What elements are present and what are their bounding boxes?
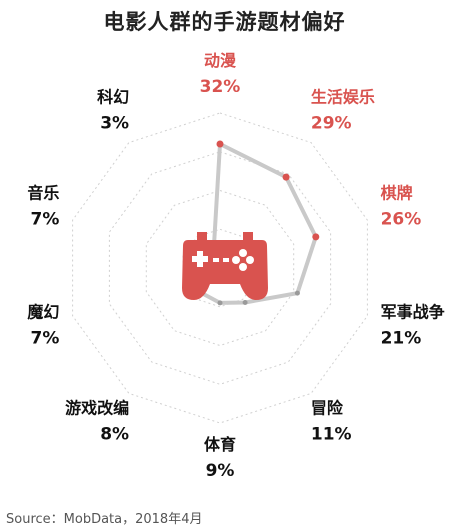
radar-labels: 动漫 32% 生活娱乐 29% 棋牌 26% 军事战争 21% 冒险 11% 体育 9% 游戏改编 8% 魔… (27, 51, 444, 481)
data-point (217, 300, 223, 306)
category-label: 游戏改编 8% (65, 398, 129, 444)
category-label: 动漫 32% (200, 51, 241, 97)
category-name: 音乐 (27, 184, 59, 203)
category-value: 26% (381, 210, 422, 230)
category-value: 29% (311, 114, 352, 134)
category-name: 生活娱乐 (311, 88, 375, 107)
category-label: 魔幻 7% (27, 302, 59, 348)
category-name: 动漫 (204, 51, 236, 70)
data-point (312, 233, 320, 241)
category-label: 棋牌 26% (381, 184, 422, 230)
category-label: 体育 9% (204, 435, 236, 481)
data-point (294, 290, 300, 296)
category-label: 军事战争 21% (381, 302, 445, 348)
category-value: 3% (100, 114, 129, 134)
category-value: 7% (31, 210, 60, 230)
category-value: 32% (200, 77, 241, 97)
category-value: 7% (31, 328, 60, 348)
category-label: 音乐 7% (27, 184, 59, 230)
category-label: 冒险 11% (311, 398, 352, 444)
category-label: 生活娱乐 29% (311, 88, 375, 134)
category-name: 科幻 (97, 88, 129, 107)
category-value: 11% (311, 424, 352, 444)
category-name: 体育 (204, 435, 236, 454)
category-label: 科幻 3% (97, 88, 129, 134)
category-value: 9% (206, 461, 235, 481)
chart-title: 电影人群的手游题材偏好 (103, 10, 346, 34)
source-footer: Source：MobData，2018年4月 (6, 512, 203, 527)
category-name: 军事战争 (381, 302, 445, 321)
gamepad-icon (182, 232, 268, 300)
data-point (282, 173, 290, 181)
data-point (242, 300, 248, 305)
category-name: 冒险 (311, 398, 344, 417)
category-value: 21% (381, 328, 422, 348)
category-name: 魔幻 (27, 302, 59, 321)
data-point (216, 140, 224, 148)
category-name: 棋牌 (381, 184, 413, 203)
category-name: 游戏改编 (65, 398, 129, 417)
category-value: 8% (100, 424, 129, 444)
